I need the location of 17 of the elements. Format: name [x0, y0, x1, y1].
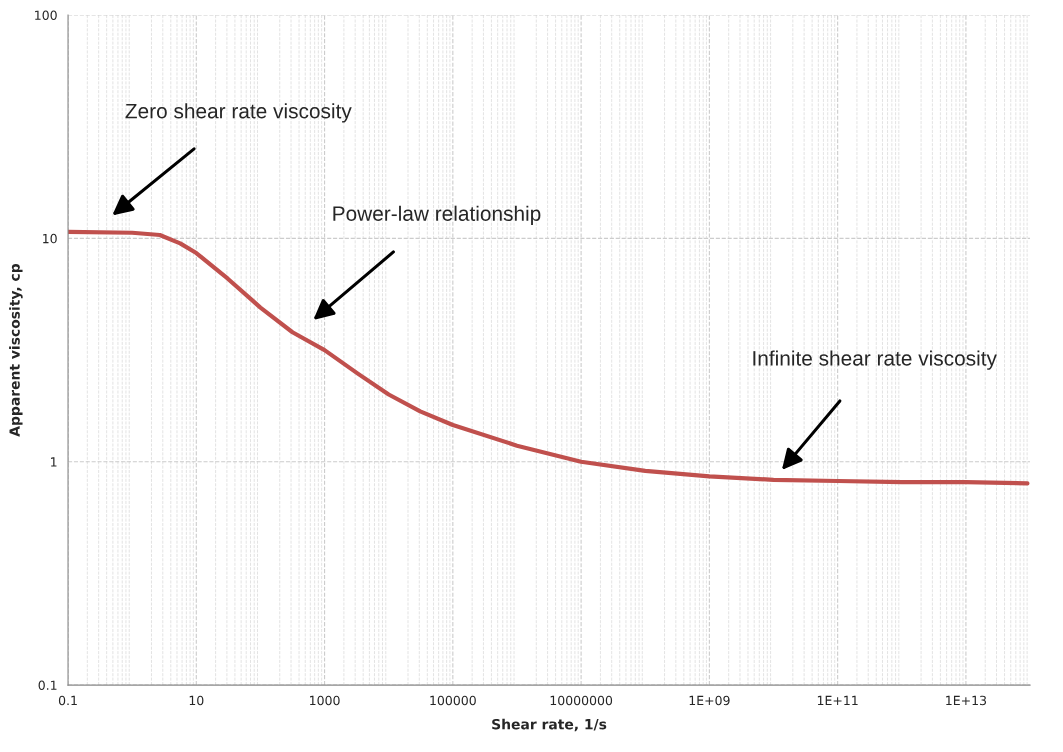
y-tick-label: 0.1	[38, 680, 57, 690]
x-tick-label: 1E+11	[817, 695, 858, 705]
x-tick-label: 10000000	[550, 695, 613, 706]
annotation: Zero shear rate viscosity	[125, 103, 352, 123]
y-tick-label: 100	[35, 10, 57, 20]
x-axis-title: Shear rate, 1/s	[492, 718, 607, 732]
x-tick-label: 10	[189, 695, 204, 706]
annotation: Infinite shear rate viscosity	[753, 350, 997, 370]
y-tick-label: 1	[51, 457, 57, 467]
x-tick-label: 1000	[310, 695, 340, 706]
x-tick-label: 0.1	[58, 695, 77, 706]
x-tick-label: 1E+09	[689, 695, 730, 706]
y-axis-title: Apparent viscosity, cp	[9, 263, 23, 437]
x-tick-label: 100000	[430, 695, 476, 706]
x-tick-label: 1E+13	[946, 695, 987, 706]
annotation: Power-law relationship	[333, 205, 541, 226]
y-tick-label: 10	[43, 233, 57, 244]
